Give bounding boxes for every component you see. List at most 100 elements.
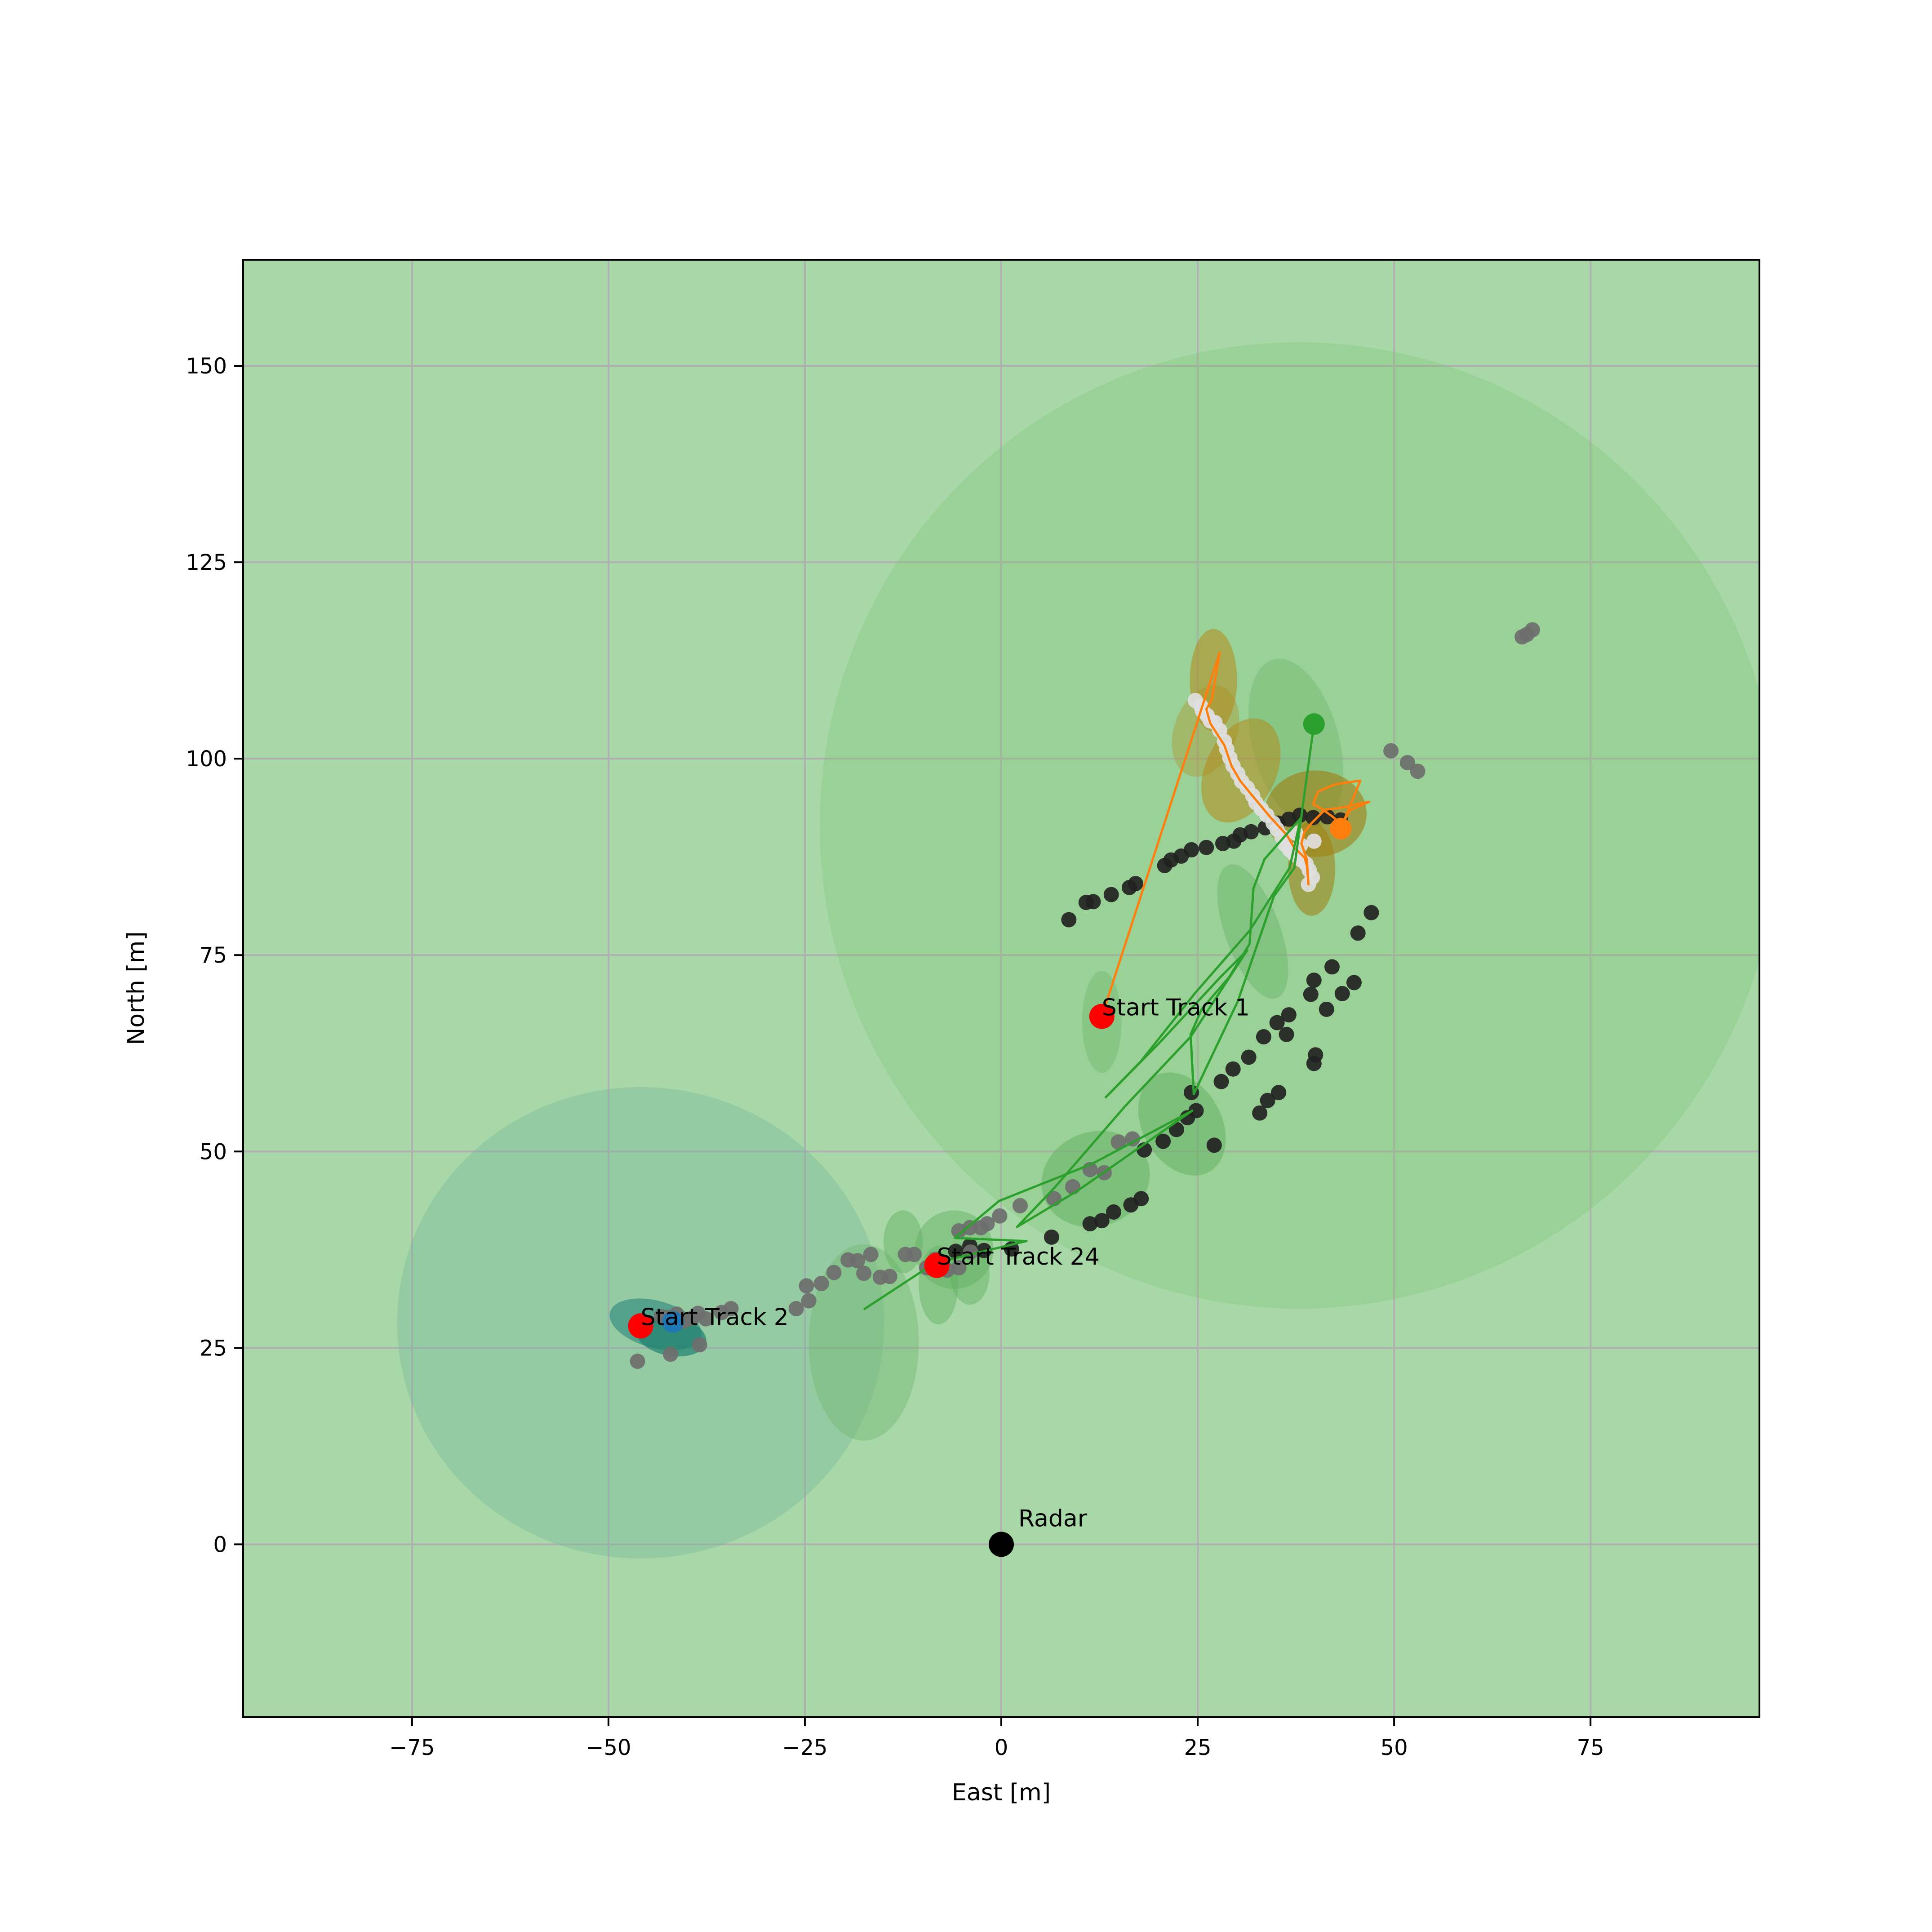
track-line	[1101, 651, 1370, 1017]
detection-point	[856, 1266, 872, 1281]
detection-point	[850, 1253, 866, 1269]
data-series	[630, 622, 1540, 1369]
plot-area: Start Track 1 Start Track 2 Start Track 24…	[242, 259, 1760, 1718]
detection-point	[663, 1346, 679, 1362]
x-axis-label: East [m]	[952, 1779, 1051, 1806]
detection-point	[1184, 842, 1199, 857]
detection-point	[1399, 755, 1415, 770]
detection-point	[992, 1208, 1008, 1224]
detection-point	[1319, 1001, 1334, 1017]
detection-point	[1271, 1085, 1287, 1101]
detection-point	[1103, 887, 1119, 902]
detection-point	[1260, 1093, 1275, 1108]
detection-point	[1334, 986, 1350, 1001]
y-axis-label: North [m]	[123, 931, 150, 1045]
uncertainty-ellipse	[1138, 1072, 1226, 1176]
detection-point	[951, 1260, 967, 1276]
detection-point	[1308, 1047, 1324, 1063]
detection-point	[1106, 1204, 1121, 1220]
x-tick-label: 25	[1184, 1735, 1212, 1760]
track-end-point	[1330, 817, 1352, 839]
detection-point	[1306, 833, 1322, 849]
detection-point	[1269, 1015, 1285, 1030]
track-start-label: Start Track 2	[641, 1304, 789, 1331]
x-tick-label: 75	[1577, 1735, 1604, 1760]
detection-point	[1012, 1198, 1028, 1213]
x-tick-label: −75	[389, 1735, 435, 1760]
detection-point	[1180, 1110, 1195, 1126]
detection-point	[1124, 1131, 1140, 1147]
detection-point	[1364, 905, 1379, 920]
detection-point	[1515, 629, 1530, 645]
detection-point	[1128, 876, 1143, 892]
y-tick-label: 150	[186, 354, 227, 379]
detection-point	[826, 1265, 842, 1280]
detection-point	[799, 1278, 814, 1294]
detection-point	[1225, 1061, 1241, 1077]
detection-point	[979, 1216, 995, 1232]
detection-point	[1306, 810, 1321, 826]
detection-point	[801, 1293, 817, 1309]
detection-point	[788, 1301, 804, 1316]
x-tick-label: −25	[782, 1735, 827, 1760]
y-tick-label: 100	[186, 746, 227, 772]
track-start-label: Start Track 1	[1102, 995, 1250, 1022]
x-tick-label: −50	[586, 1735, 631, 1760]
uncertainty-ellipse	[1217, 864, 1288, 999]
detection-point	[1383, 743, 1399, 759]
detection-point	[1243, 824, 1259, 839]
y-axis-ticks: 0 25 50 75 100 125 150	[186, 354, 243, 1557]
uncertainty-ellipse	[808, 1244, 919, 1441]
x-axis-ticks: −75 −50 −25 0 25 50 75	[389, 1717, 1604, 1760]
y-tick-label: 125	[186, 550, 227, 575]
detection-point	[1279, 1026, 1294, 1042]
detection-point	[882, 1269, 897, 1284]
detection-point	[906, 1247, 922, 1262]
detection-point	[1168, 1122, 1184, 1137]
detection-point	[630, 1354, 645, 1369]
detection-point	[813, 1275, 829, 1291]
detection-point	[1213, 1074, 1229, 1089]
radar-label: Radar	[1018, 1505, 1088, 1532]
detection-point	[1319, 809, 1335, 825]
detection-point	[1044, 1229, 1059, 1245]
detection-point	[1065, 1179, 1081, 1195]
detection-point	[863, 1247, 879, 1262]
detection-point	[1199, 839, 1214, 855]
track-start-label: Start Track 24	[937, 1244, 1100, 1270]
detection-point	[1085, 894, 1101, 910]
detection-point	[1292, 808, 1308, 823]
track-start-marker	[628, 1313, 653, 1339]
track-end-point	[1303, 713, 1325, 735]
radar-marker	[989, 1532, 1014, 1557]
x-tick-label: 50	[1381, 1735, 1408, 1760]
detection-point	[1303, 986, 1319, 1002]
x-tick-label: 0	[995, 1735, 1008, 1760]
y-tick-label: 50	[200, 1139, 227, 1164]
detection-point	[1241, 1049, 1257, 1065]
y-tick-label: 0	[213, 1532, 227, 1557]
detection-point	[1110, 1134, 1126, 1150]
uncertainty-ellipse	[883, 1210, 923, 1274]
detection-point	[948, 1244, 964, 1259]
detection-point	[1206, 1137, 1222, 1153]
track-markers: Start Track 1 Start Track 2 Start Track 24…	[628, 995, 1250, 1557]
detection-point	[1410, 764, 1426, 779]
detection-point	[723, 1301, 739, 1316]
detection-point	[1155, 1133, 1171, 1149]
track-end-point	[662, 1311, 684, 1333]
detection-point	[1061, 912, 1077, 928]
detection-point	[1306, 973, 1322, 988]
detection-point	[1324, 959, 1340, 975]
detection-point	[1281, 1007, 1297, 1023]
detection-point	[962, 1220, 978, 1235]
detection-point	[1350, 925, 1366, 941]
detection-point	[1094, 1213, 1110, 1229]
track-start-marker	[1089, 1004, 1115, 1029]
track-start-marker	[924, 1252, 950, 1278]
detection-point	[1256, 1029, 1271, 1045]
detection-point	[1123, 1197, 1139, 1213]
detection-point	[1346, 975, 1362, 990]
detection-point	[1252, 1105, 1268, 1121]
